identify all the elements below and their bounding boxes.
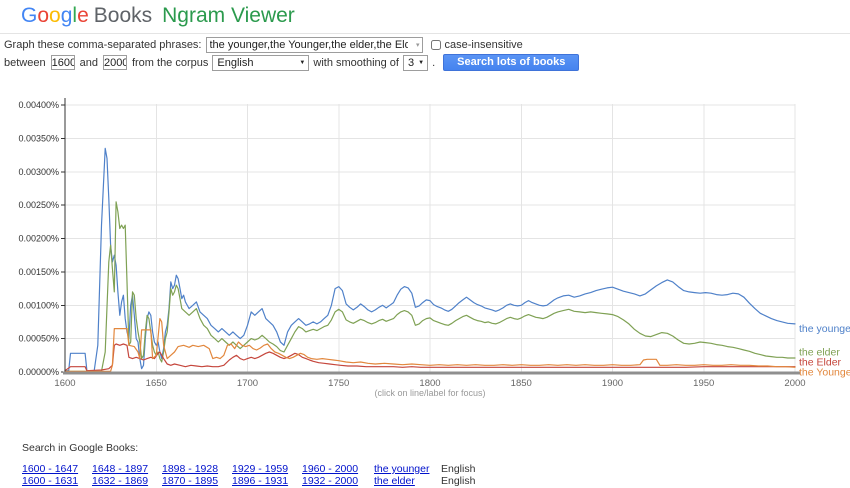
logo-letter: o — [49, 4, 61, 27]
smoothing-select[interactable]: 3 ▼ — [402, 54, 429, 71]
y-tick-label: 0.00400% — [18, 100, 59, 110]
x-tick-label: 1750 — [328, 378, 349, 389]
book-range-link[interactable]: 1896 - 1931 — [232, 475, 289, 487]
phrase-link[interactable]: the elder — [374, 475, 415, 487]
series-end-label-the-younger[interactable]: the younger — [799, 323, 850, 335]
x-tick-label: 1950 — [693, 378, 714, 389]
search-in-books-rows: 1600 - 1647 1648 - 1897 1898 - 1928 1929 - … — [22, 464, 475, 487]
x-tick-label: 1800 — [419, 378, 440, 389]
x-tick-label: 1900 — [602, 378, 623, 389]
book-range-link[interactable]: 1929 - 1959 — [232, 463, 289, 475]
search-in-books-title: Search in Google Books: — [22, 442, 139, 454]
series-line-the-younger[interactable] — [64, 147, 796, 372]
x-tick-label: 2000 — [784, 378, 805, 389]
chart-footnote: (click on line/label for focus) — [374, 388, 485, 398]
app-header: Google Books Ngram Viewer — [0, 0, 850, 34]
phrase-link[interactable]: the younger — [374, 463, 430, 475]
smoothing-value: 3 — [407, 56, 415, 69]
book-range-link[interactable]: 1600 - 1647 — [22, 463, 79, 475]
period-label: . — [432, 56, 436, 69]
google-logo: Google — [21, 4, 89, 27]
y-tick-label: 0.00350% — [18, 133, 59, 143]
logo-letter: o — [37, 4, 50, 27]
x-axis-baseline — [63, 371, 800, 375]
range-form-row: between and from the corpus English ▼ wi… — [4, 54, 580, 71]
logo-letter: l — [72, 4, 78, 27]
book-range-link[interactable]: 1648 - 1897 — [92, 463, 149, 475]
book-range-link[interactable]: 1932 - 2000 — [302, 475, 359, 487]
y-tick-label: 0.00100% — [18, 300, 59, 310]
phrases-combobox[interactable]: ▾ — [205, 37, 423, 53]
book-search-row: 1600 - 1647 1648 - 1897 1898 - 1928 1929 - … — [22, 464, 475, 475]
language-label: English — [441, 463, 476, 475]
year-end-input[interactable] — [102, 55, 127, 70]
x-tick-label: 1600 — [54, 378, 75, 389]
phrases-form-row: Graph these comma-separated phrases: ▾ c… — [4, 37, 523, 53]
page-title: Ngram Viewer — [162, 4, 295, 27]
series-line-the-elder[interactable] — [64, 201, 796, 372]
language-label: English — [441, 475, 476, 487]
book-range-link[interactable]: 1870 - 1895 — [162, 475, 219, 487]
ngram-chart[interactable]: 0.00000% 0.00050% 0.00100% 0.00150% 0.00200%… — [0, 90, 850, 400]
x-tick-label: 1850 — [511, 378, 532, 389]
smoothing-label: with smoothing of — [313, 56, 399, 69]
series-end-label-the-elder[interactable]: the elder — [799, 346, 840, 358]
y-tick-label: 0.00050% — [18, 334, 59, 344]
x-tick-label: 1650 — [146, 378, 167, 389]
series-line-the-Younger[interactable] — [64, 318, 796, 372]
y-tick-label: 0.00200% — [18, 234, 59, 244]
app-logo[interactable]: Google Books Ngram Viewer — [21, 4, 295, 28]
year-start-input[interactable] — [50, 55, 75, 70]
x-tick-label: 1700 — [237, 378, 258, 389]
corpus-label: from the corpus — [131, 56, 209, 69]
series-end-label-the-Elder[interactable]: the Elder — [799, 356, 842, 368]
y-tick-label: 0.00150% — [18, 267, 59, 277]
series-line-the-Elder[interactable] — [64, 343, 796, 372]
book-range-link[interactable]: 1898 - 1928 — [162, 463, 219, 475]
logo-letter: e — [77, 4, 89, 27]
book-search-row: 1600 - 1631 1632 - 1869 1870 - 1895 1896 - … — [22, 476, 475, 487]
phrases-input[interactable] — [209, 39, 408, 51]
y-tick-label: 0.00250% — [18, 200, 59, 210]
search-button[interactable]: Search lots of books — [443, 54, 580, 71]
search-in-books-section: Search in Google Books: 1600 - 1647 1648 … — [22, 442, 475, 488]
book-range-link[interactable]: 1600 - 1631 — [22, 475, 79, 487]
and-label: and — [79, 56, 98, 69]
series-end-label-the-Younger[interactable]: the Younger — [799, 366, 850, 378]
logo-letter: g — [60, 4, 73, 27]
chevron-down-icon: ▼ — [299, 59, 306, 66]
corpus-value: English — [217, 56, 254, 69]
phrases-label: Graph these comma-separated phrases: — [4, 39, 202, 51]
chevron-down-icon[interactable]: ▾ — [415, 42, 420, 49]
book-range-link[interactable]: 1632 - 1869 — [92, 475, 149, 487]
y-tick-label: 0.00300% — [18, 167, 59, 177]
chevron-down-icon: ▼ — [418, 59, 425, 66]
case-insensitive-checkbox[interactable] — [430, 40, 441, 50]
logo-letter: G — [21, 4, 38, 27]
book-range-link[interactable]: 1960 - 2000 — [302, 463, 359, 475]
between-label: between — [4, 56, 46, 69]
case-insensitive-label: case-insensitive — [444, 39, 523, 51]
y-tick-label: 0.00000% — [18, 367, 59, 377]
books-logo-text: Books — [93, 4, 153, 27]
corpus-select[interactable]: English ▼ — [212, 54, 310, 71]
